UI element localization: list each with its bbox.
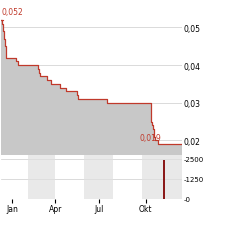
Bar <box>163 161 165 199</box>
Bar <box>142 156 182 199</box>
Text: 0,019: 0,019 <box>140 134 162 143</box>
Text: 0,052: 0,052 <box>1 8 23 17</box>
Bar <box>28 156 55 199</box>
Bar <box>84 156 113 199</box>
